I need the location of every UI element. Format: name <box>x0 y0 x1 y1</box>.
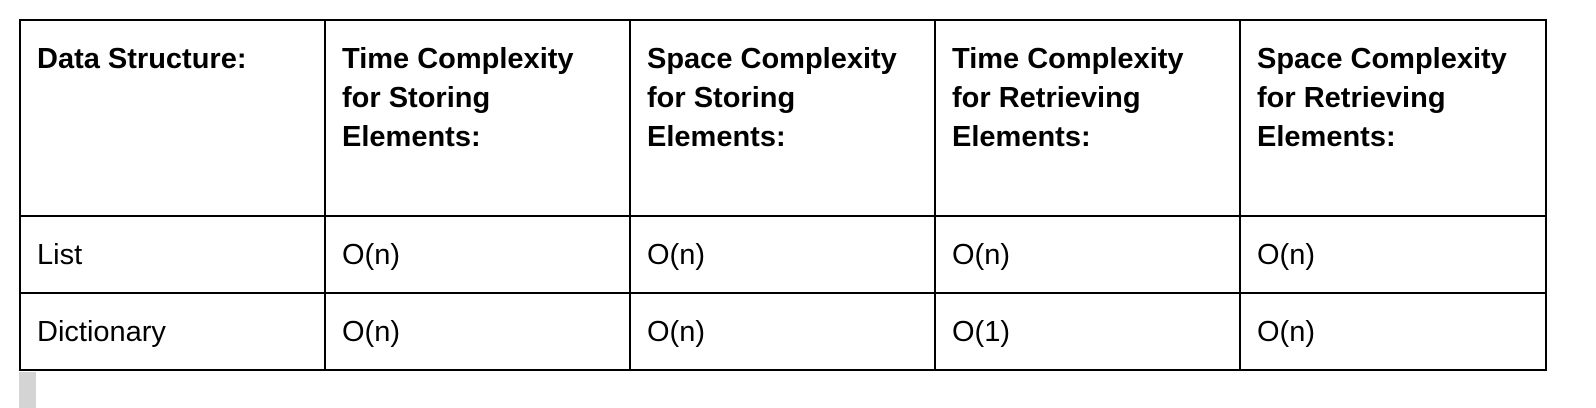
complexity-table: Data Structure: Time Complexity for Stor… <box>19 19 1547 371</box>
table-body: List O(n) O(n) O(n) O(n) Dictionary O(n)… <box>19 215 1547 371</box>
cell-structure-name[interactable]: List <box>19 215 326 294</box>
header-data-structure[interactable]: Data Structure: <box>19 19 326 217</box>
header-space-storing[interactable]: Space Complexity for Storing Elements: <box>629 19 936 217</box>
cell-space-retrieving[interactable]: O(n) <box>1239 215 1547 294</box>
header-row: Data Structure: Time Complexity for Stor… <box>19 19 1547 217</box>
header-space-retrieving[interactable]: Space Complexity for Retrieving Elements… <box>1239 19 1547 217</box>
cell-space-storing[interactable]: O(n) <box>629 215 936 294</box>
header-time-storing[interactable]: Time Complexity for Storing Elements: <box>324 19 631 217</box>
header-time-retrieving[interactable]: Time Complexity for Retrieving Elements: <box>934 19 1241 217</box>
cell-space-retrieving[interactable]: O(n) <box>1239 292 1547 371</box>
cell-time-retrieving[interactable]: O(n) <box>934 215 1241 294</box>
cell-structure-name[interactable]: Dictionary <box>19 292 326 371</box>
table-row: Dictionary O(n) O(n) O(1) O(n) <box>19 292 1547 371</box>
table-row: List O(n) O(n) O(n) O(n) <box>19 215 1547 294</box>
cell-space-storing[interactable]: O(n) <box>629 292 936 371</box>
cell-time-storing[interactable]: O(n) <box>324 215 631 294</box>
table-header: Data Structure: Time Complexity for Stor… <box>19 19 1547 217</box>
cell-time-storing[interactable]: O(n) <box>324 292 631 371</box>
cell-time-retrieving[interactable]: O(1) <box>934 292 1241 371</box>
text-cursor-bar <box>19 372 36 408</box>
